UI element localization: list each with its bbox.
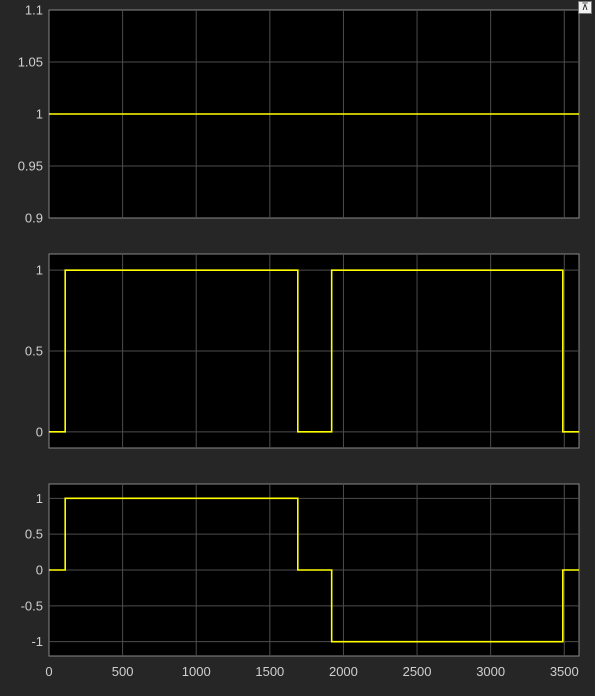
x-tick-label-2: 1000 (182, 664, 211, 679)
y-tick-label-2-1: 0.5 (25, 344, 43, 359)
y-tick-label-3-2: 0 (36, 563, 43, 578)
x-tick-label-4: 2000 (329, 664, 358, 679)
y-tick-label-2-0: 0 (36, 424, 43, 439)
x-tick-label-0: 0 (45, 664, 52, 679)
y-tick-label-3-1: -0.5 (21, 598, 43, 613)
y-tick-label-1-2: 1 (36, 107, 43, 122)
y-tick-label-2-2: 1 (36, 263, 43, 278)
undock-icon[interactable]: ⊼ (578, 1, 592, 14)
x-tick-label-5: 2500 (403, 664, 432, 679)
y-tick-label-1-3: 1.05 (18, 55, 43, 70)
signal-line-3 (49, 497, 579, 643)
y-tick-label-3-3: 0.5 (25, 527, 43, 542)
y-tick-label-1-0: 0.9 (25, 211, 43, 226)
x-tick-label-6: 3000 (476, 664, 505, 679)
y-tick-label-3-4: 1 (36, 491, 43, 506)
y-tick-label-3-0: -1 (31, 634, 43, 649)
y-tick-label-1-4: 1.1 (25, 3, 43, 18)
signal-line-2 (49, 269, 579, 433)
y-tick-label-1-1: 0.95 (18, 159, 43, 174)
x-tick-label-3: 1500 (255, 664, 284, 679)
x-tick-label-7: 3500 (550, 664, 579, 679)
x-tick-label-1: 500 (112, 664, 134, 679)
